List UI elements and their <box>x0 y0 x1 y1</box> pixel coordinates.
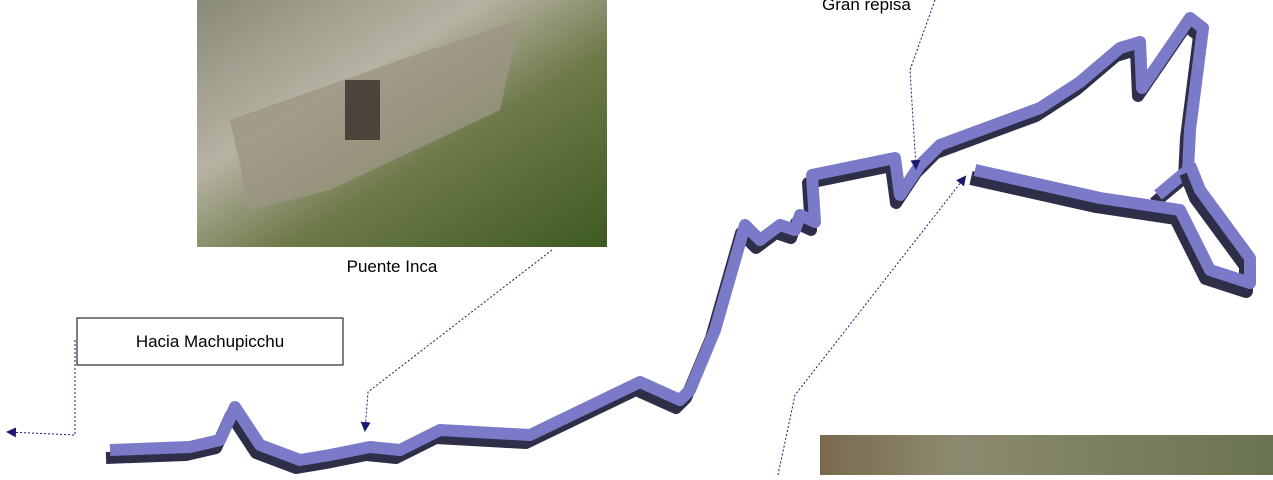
leader-puente-inca <box>365 250 552 430</box>
label-puente-inca: Puente Inca <box>347 257 438 276</box>
diagram: Gran repisa Puente Inca Hacia Machupicch… <box>0 0 1273 475</box>
label-gran-repisa: Gran repisa <box>822 0 911 14</box>
label-hacia-machupicchu: Hacia Machupicchu <box>136 332 284 351</box>
leader-gran-repisa <box>910 0 935 168</box>
leader-machupicchu <box>8 340 75 435</box>
photo-gran-repisa <box>820 435 1273 475</box>
page: Gran repisa Puente Inca Hacia Machupicch… <box>0 0 1273 475</box>
photo-detail <box>345 80 380 140</box>
